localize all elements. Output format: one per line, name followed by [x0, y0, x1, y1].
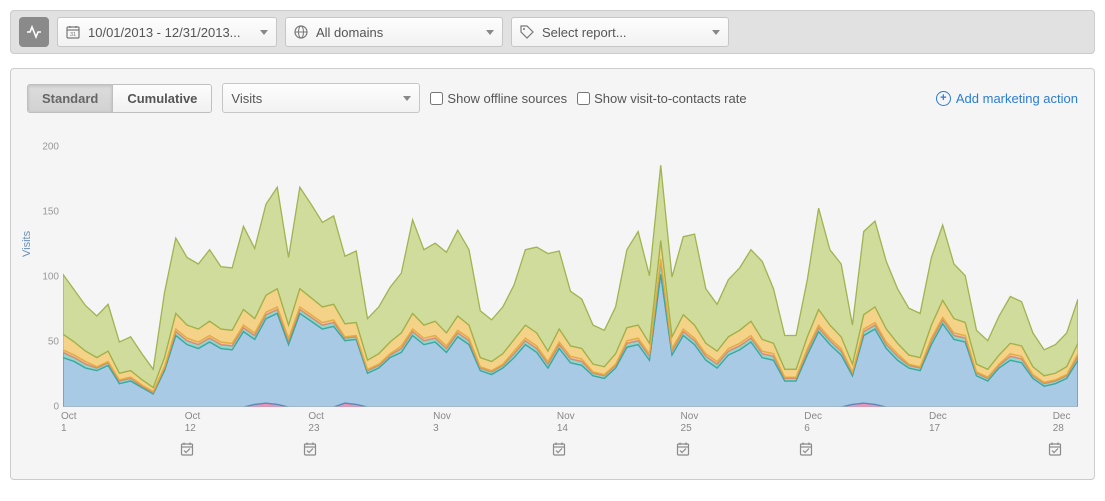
globe-icon	[294, 25, 308, 39]
add-marketing-action-link[interactable]: + Add marketing action	[936, 91, 1078, 106]
x-tick: Oct12	[185, 411, 201, 435]
date-range-label: 10/01/2013 - 12/31/2013...	[88, 25, 252, 40]
event-marker-icon[interactable]	[676, 441, 690, 460]
y-axis: 050100150200	[27, 147, 63, 407]
show-offline-label: Show offline sources	[447, 91, 567, 106]
chevron-down-icon	[260, 30, 268, 35]
top-toolbar: 31 10/01/2013 - 12/31/2013... All domain…	[10, 10, 1095, 54]
domain-dropdown[interactable]: All domains	[285, 17, 503, 47]
y-tick: 200	[42, 142, 59, 153]
show-offline-checkbox[interactable]: Show offline sources	[430, 91, 567, 106]
chart-controls: Standard Cumulative Visits Show offline …	[27, 83, 1078, 113]
show-offline-input[interactable]	[430, 92, 443, 105]
y-tick: 50	[48, 337, 59, 348]
x-tick: Oct23	[308, 411, 324, 435]
x-tick: Dec17	[929, 411, 947, 435]
calendar-icon: 31	[66, 25, 80, 39]
show-rate-input[interactable]	[577, 92, 590, 105]
y-tick: 150	[42, 207, 59, 218]
y-tick: 0	[53, 402, 59, 413]
report-label: Select report...	[542, 25, 704, 40]
chart-container: Visits 050100150200	[27, 147, 1078, 407]
x-tick: Nov25	[681, 411, 699, 435]
event-marker-icon[interactable]	[1048, 441, 1062, 460]
show-rate-label: Show visit-to-contacts rate	[594, 91, 746, 106]
plus-icon: +	[936, 91, 951, 106]
metric-dropdown[interactable]: Visits	[222, 83, 420, 113]
view-toggle-group: Standard Cumulative	[27, 84, 212, 113]
report-dropdown[interactable]: Select report...	[511, 17, 729, 47]
chevron-down-icon	[403, 96, 411, 101]
chevron-down-icon	[712, 30, 720, 35]
x-tick: Oct1	[61, 411, 77, 435]
event-marker-icon[interactable]	[303, 441, 317, 460]
x-tick: Dec6	[804, 411, 822, 435]
x-tick: Nov3	[433, 411, 451, 435]
add-action-label: Add marketing action	[956, 91, 1078, 106]
x-axis: Oct1 Oct12 Oct23 Nov3 Nov14 Nov25 Dec6 Dec17 Dec…	[63, 407, 1077, 441]
chart-panel: Standard Cumulative Visits Show offline …	[10, 68, 1095, 480]
tab-standard[interactable]: Standard	[28, 85, 112, 112]
event-marker-icon[interactable]	[552, 441, 566, 460]
y-tick: 100	[42, 272, 59, 283]
chart-plot[interactable]	[63, 147, 1078, 407]
domain-label: All domains	[316, 25, 478, 40]
activity-icon-button[interactable]	[19, 17, 49, 47]
chevron-down-icon	[486, 30, 494, 35]
event-marker-icon[interactable]	[180, 441, 194, 460]
event-marker-icon[interactable]	[799, 441, 813, 460]
metric-label: Visits	[231, 91, 395, 106]
activity-icon	[26, 24, 42, 40]
event-marker-row	[63, 441, 1077, 461]
tag-icon	[520, 25, 534, 39]
x-tick: Nov14	[557, 411, 575, 435]
show-rate-checkbox[interactable]: Show visit-to-contacts rate	[577, 91, 746, 106]
tab-cumulative[interactable]: Cumulative	[112, 85, 211, 112]
date-range-dropdown[interactable]: 31 10/01/2013 - 12/31/2013...	[57, 17, 277, 47]
svg-text:31: 31	[70, 32, 76, 38]
x-tick: Dec28	[1053, 411, 1071, 435]
